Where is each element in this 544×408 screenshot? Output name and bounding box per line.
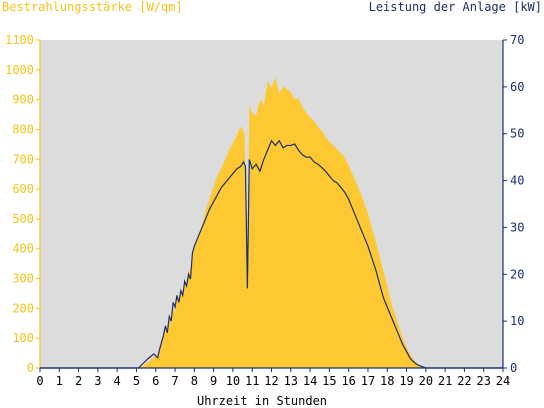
- x-tick-label: 21: [438, 374, 452, 388]
- x-tick-label: 23: [476, 374, 490, 388]
- y-right-axis-title: Leistung der Anlage [kW]: [369, 0, 542, 14]
- x-tick-label: 15: [322, 374, 336, 388]
- x-tick-label: 1: [56, 374, 63, 388]
- y-left-axis-title: Bestrahlungsstärke [W/qm]: [2, 0, 183, 14]
- x-tick-label: 18: [380, 374, 394, 388]
- y-left-tick-label: 500: [12, 212, 34, 226]
- x-tick-label: 3: [94, 374, 101, 388]
- y-left-tick-label: 800: [12, 122, 34, 136]
- y-left-tick-label: 400: [12, 242, 34, 256]
- x-tick-label: 9: [210, 374, 217, 388]
- x-tick-label: 6: [152, 374, 159, 388]
- x-tick-label: 4: [114, 374, 121, 388]
- y-right-tick-label: 50: [510, 127, 524, 141]
- y-right-tick-label: 20: [510, 267, 524, 281]
- x-tick-label: 22: [457, 374, 471, 388]
- y-left-tick-label: 100: [12, 331, 34, 345]
- x-tick-label: 13: [284, 374, 298, 388]
- y-right-tick-label: 30: [510, 220, 524, 234]
- x-tick-label: 14: [303, 374, 317, 388]
- x-tick-label: 5: [133, 374, 140, 388]
- power-line: [40, 139, 503, 369]
- y-right-tick-label: 70: [510, 33, 524, 47]
- x-tick-label: 24: [496, 374, 510, 388]
- x-tick-label: 19: [399, 374, 413, 388]
- y-left-tick-label: 300: [12, 272, 34, 286]
- x-tick-label: 17: [361, 374, 375, 388]
- x-tick-label: 8: [191, 374, 198, 388]
- x-tick-label: 2: [75, 374, 82, 388]
- y-right-tick-label: 60: [510, 80, 524, 94]
- y-left-tick-label: 0: [27, 361, 34, 375]
- x-tick-label: 7: [171, 374, 178, 388]
- x-tick-label: 0: [36, 374, 43, 388]
- x-tick-label: 11: [245, 374, 259, 388]
- y-left-tick-label: 900: [12, 93, 34, 107]
- y-left-tick-label: 600: [12, 182, 34, 196]
- ticks-layer: 0100200300400500600700800900100011000102…: [5, 33, 524, 388]
- x-axis-title: Uhrzeit in Stunden: [197, 394, 327, 408]
- y-left-tick-label: 1000: [5, 63, 34, 77]
- x-tick-label: 10: [226, 374, 240, 388]
- x-tick-label: 20: [419, 374, 433, 388]
- y-right-tick-label: 40: [510, 174, 524, 188]
- y-left-tick-label: 700: [12, 152, 34, 166]
- irradiance-area: [40, 77, 503, 369]
- x-tick-label: 12: [264, 374, 278, 388]
- y-left-tick-label: 1100: [5, 33, 34, 47]
- y-right-tick-label: 0: [510, 361, 517, 375]
- y-left-tick-label: 200: [12, 301, 34, 315]
- x-tick-label: 16: [341, 374, 355, 388]
- series-layer: [40, 77, 503, 369]
- y-right-tick-label: 10: [510, 314, 524, 328]
